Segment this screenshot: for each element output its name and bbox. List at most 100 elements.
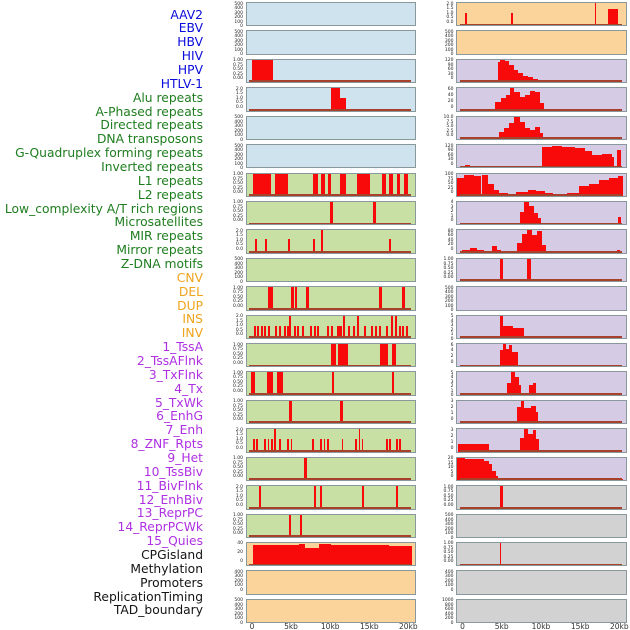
- y-tick-label: 300: [444, 294, 454, 300]
- y-axis-ticks-dna-transposons: 500 400 300 200 100 0: [217, 258, 243, 285]
- y-tick-label: 200: [234, 43, 243, 49]
- signal-bar: [330, 88, 341, 111]
- y-tick-label: 0.50: [232, 67, 243, 73]
- y-tick-label: 0.75: [232, 176, 243, 182]
- signal-bar: [519, 122, 525, 140]
- y-tick-label: 0.25: [232, 526, 243, 532]
- signal-bar: [514, 91, 520, 111]
- y-tick-label: 100: [234, 47, 243, 53]
- track-panel-6-enhg: [456, 200, 627, 226]
- signal-bar: [516, 242, 523, 253]
- signal-bar: [517, 72, 523, 83]
- signal-bar: [298, 543, 305, 566]
- signal-bar: [386, 439, 388, 452]
- y-tick-label: 2: [450, 354, 454, 360]
- y-tick-label: 7.5: [446, 119, 454, 125]
- y-tick-label: 0: [450, 336, 454, 342]
- track-label-promoters: Promoters: [140, 575, 203, 590]
- y-tick-label: 20: [447, 242, 454, 248]
- y-tick-label: 0.0: [235, 445, 243, 451]
- zero-baseline: [459, 222, 622, 225]
- y-tick-label: 0.25: [232, 71, 243, 77]
- y-tick-label: 500: [444, 513, 454, 519]
- signal-bar: [526, 258, 531, 282]
- y-tick-label: 300: [234, 124, 243, 130]
- signal-bar: [338, 344, 348, 367]
- y-tick-label: 300: [444, 522, 454, 528]
- track-label-ins: INS: [182, 312, 203, 327]
- y-tick-label: 0.5: [235, 100, 243, 106]
- signal-bar: [323, 439, 326, 452]
- track-panel-11-bivflnk: [456, 343, 627, 368]
- track-label-g-quadruplex-forming-repeats: G-Quadruplex forming repeats: [15, 146, 203, 161]
- y-tick-label: 0.00: [232, 190, 243, 196]
- signal-bar: [465, 458, 485, 481]
- signal-bar: [396, 486, 399, 509]
- y-tick-label: 2.0: [235, 86, 243, 92]
- y-tick-label: 500: [444, 285, 454, 291]
- y-tick-label: 4: [450, 348, 454, 354]
- signal-bar: [374, 325, 377, 338]
- signal-bar: [268, 287, 274, 310]
- y-axis-ticks-low-complexity-a-t-rich-regions: 1.00 0.75 0.50 0.25 0.00: [217, 400, 243, 422]
- y-tick-label: 200: [234, 128, 243, 134]
- track-label-a-phased-repeats: A-Phased repeats: [95, 104, 204, 119]
- track-label-alu-repeats: Alu repeats: [132, 90, 203, 105]
- signal-bar: [361, 486, 364, 509]
- signal-bar: [253, 173, 272, 196]
- signal-bar: [588, 183, 599, 196]
- y-tick-label: 0.25: [232, 469, 243, 475]
- track-panel-5-txwk: [456, 172, 627, 197]
- y-tick-label: 1.00: [232, 370, 243, 376]
- y-tick-label: 1.00: [232, 58, 243, 64]
- signal-bar: [313, 239, 316, 253]
- y-axis-ticks-l2-repeats: 1.00 0.75 0.50 0.25 0.00: [217, 370, 243, 394]
- zero-baseline: [459, 393, 622, 395]
- y-tick-label: 25: [447, 185, 454, 191]
- y-tick-label: 0.75: [443, 545, 454, 551]
- y-tick-label: 0.5: [235, 327, 243, 333]
- signal-bar: [293, 325, 296, 338]
- track-panel-inv: [456, 30, 627, 55]
- signal-bar: [396, 439, 398, 452]
- track-panel-promoters: [456, 541, 627, 567]
- y-tick-label: 0.5: [446, 15, 454, 20]
- track-panel-cnv: [245, 541, 416, 567]
- y-tick-label: 1.5: [235, 91, 243, 97]
- signal-bar: [283, 325, 286, 338]
- track-panel-15-quies: [456, 456, 627, 482]
- signal-bar: [516, 191, 528, 196]
- signal-bar: [381, 173, 386, 196]
- signal-bar: [379, 287, 383, 310]
- signal-bar: [506, 94, 511, 111]
- signal-bar: [379, 325, 382, 338]
- signal-bar: [519, 212, 524, 225]
- y-axis-ticks-a-phased-repeats: 1.00 0.75 0.50 0.25 0.00: [217, 201, 243, 223]
- signal-bar: [289, 315, 292, 338]
- y-tick-label: 2.0: [235, 228, 243, 234]
- signal-bar: [500, 59, 506, 83]
- y-tick-label: 0: [240, 279, 243, 285]
- zero-baseline: [249, 364, 411, 367]
- signal-bar: [267, 372, 274, 395]
- signal-bar: [529, 90, 535, 111]
- y-tick-label: 200: [444, 616, 454, 622]
- track-label-low-complexity-a-t-rich-regions: Low_complexity A/T rich regions: [4, 201, 203, 216]
- y-tick-label: 0.5: [235, 242, 243, 248]
- y-tick-label: 100: [234, 275, 243, 281]
- y-axis-ticks-mirror-repeats: 2.0 1.5 1.0 0.5 0.0: [217, 485, 243, 508]
- y-tick-label: 200: [444, 299, 454, 305]
- signal-bar: [532, 430, 537, 452]
- y-tick-label: 400: [234, 34, 243, 40]
- signal-bar: [522, 233, 528, 253]
- signal-bar: [495, 101, 501, 111]
- y-tick-label: 1: [450, 439, 454, 445]
- track-panel-z-dna-motifs: [245, 513, 416, 538]
- y-tick-label: 50: [447, 181, 454, 187]
- y-tick-label: 60: [447, 152, 454, 158]
- signal-bar: [509, 65, 514, 83]
- signal-bar: [520, 400, 525, 424]
- track-panel-methylation: [456, 513, 627, 538]
